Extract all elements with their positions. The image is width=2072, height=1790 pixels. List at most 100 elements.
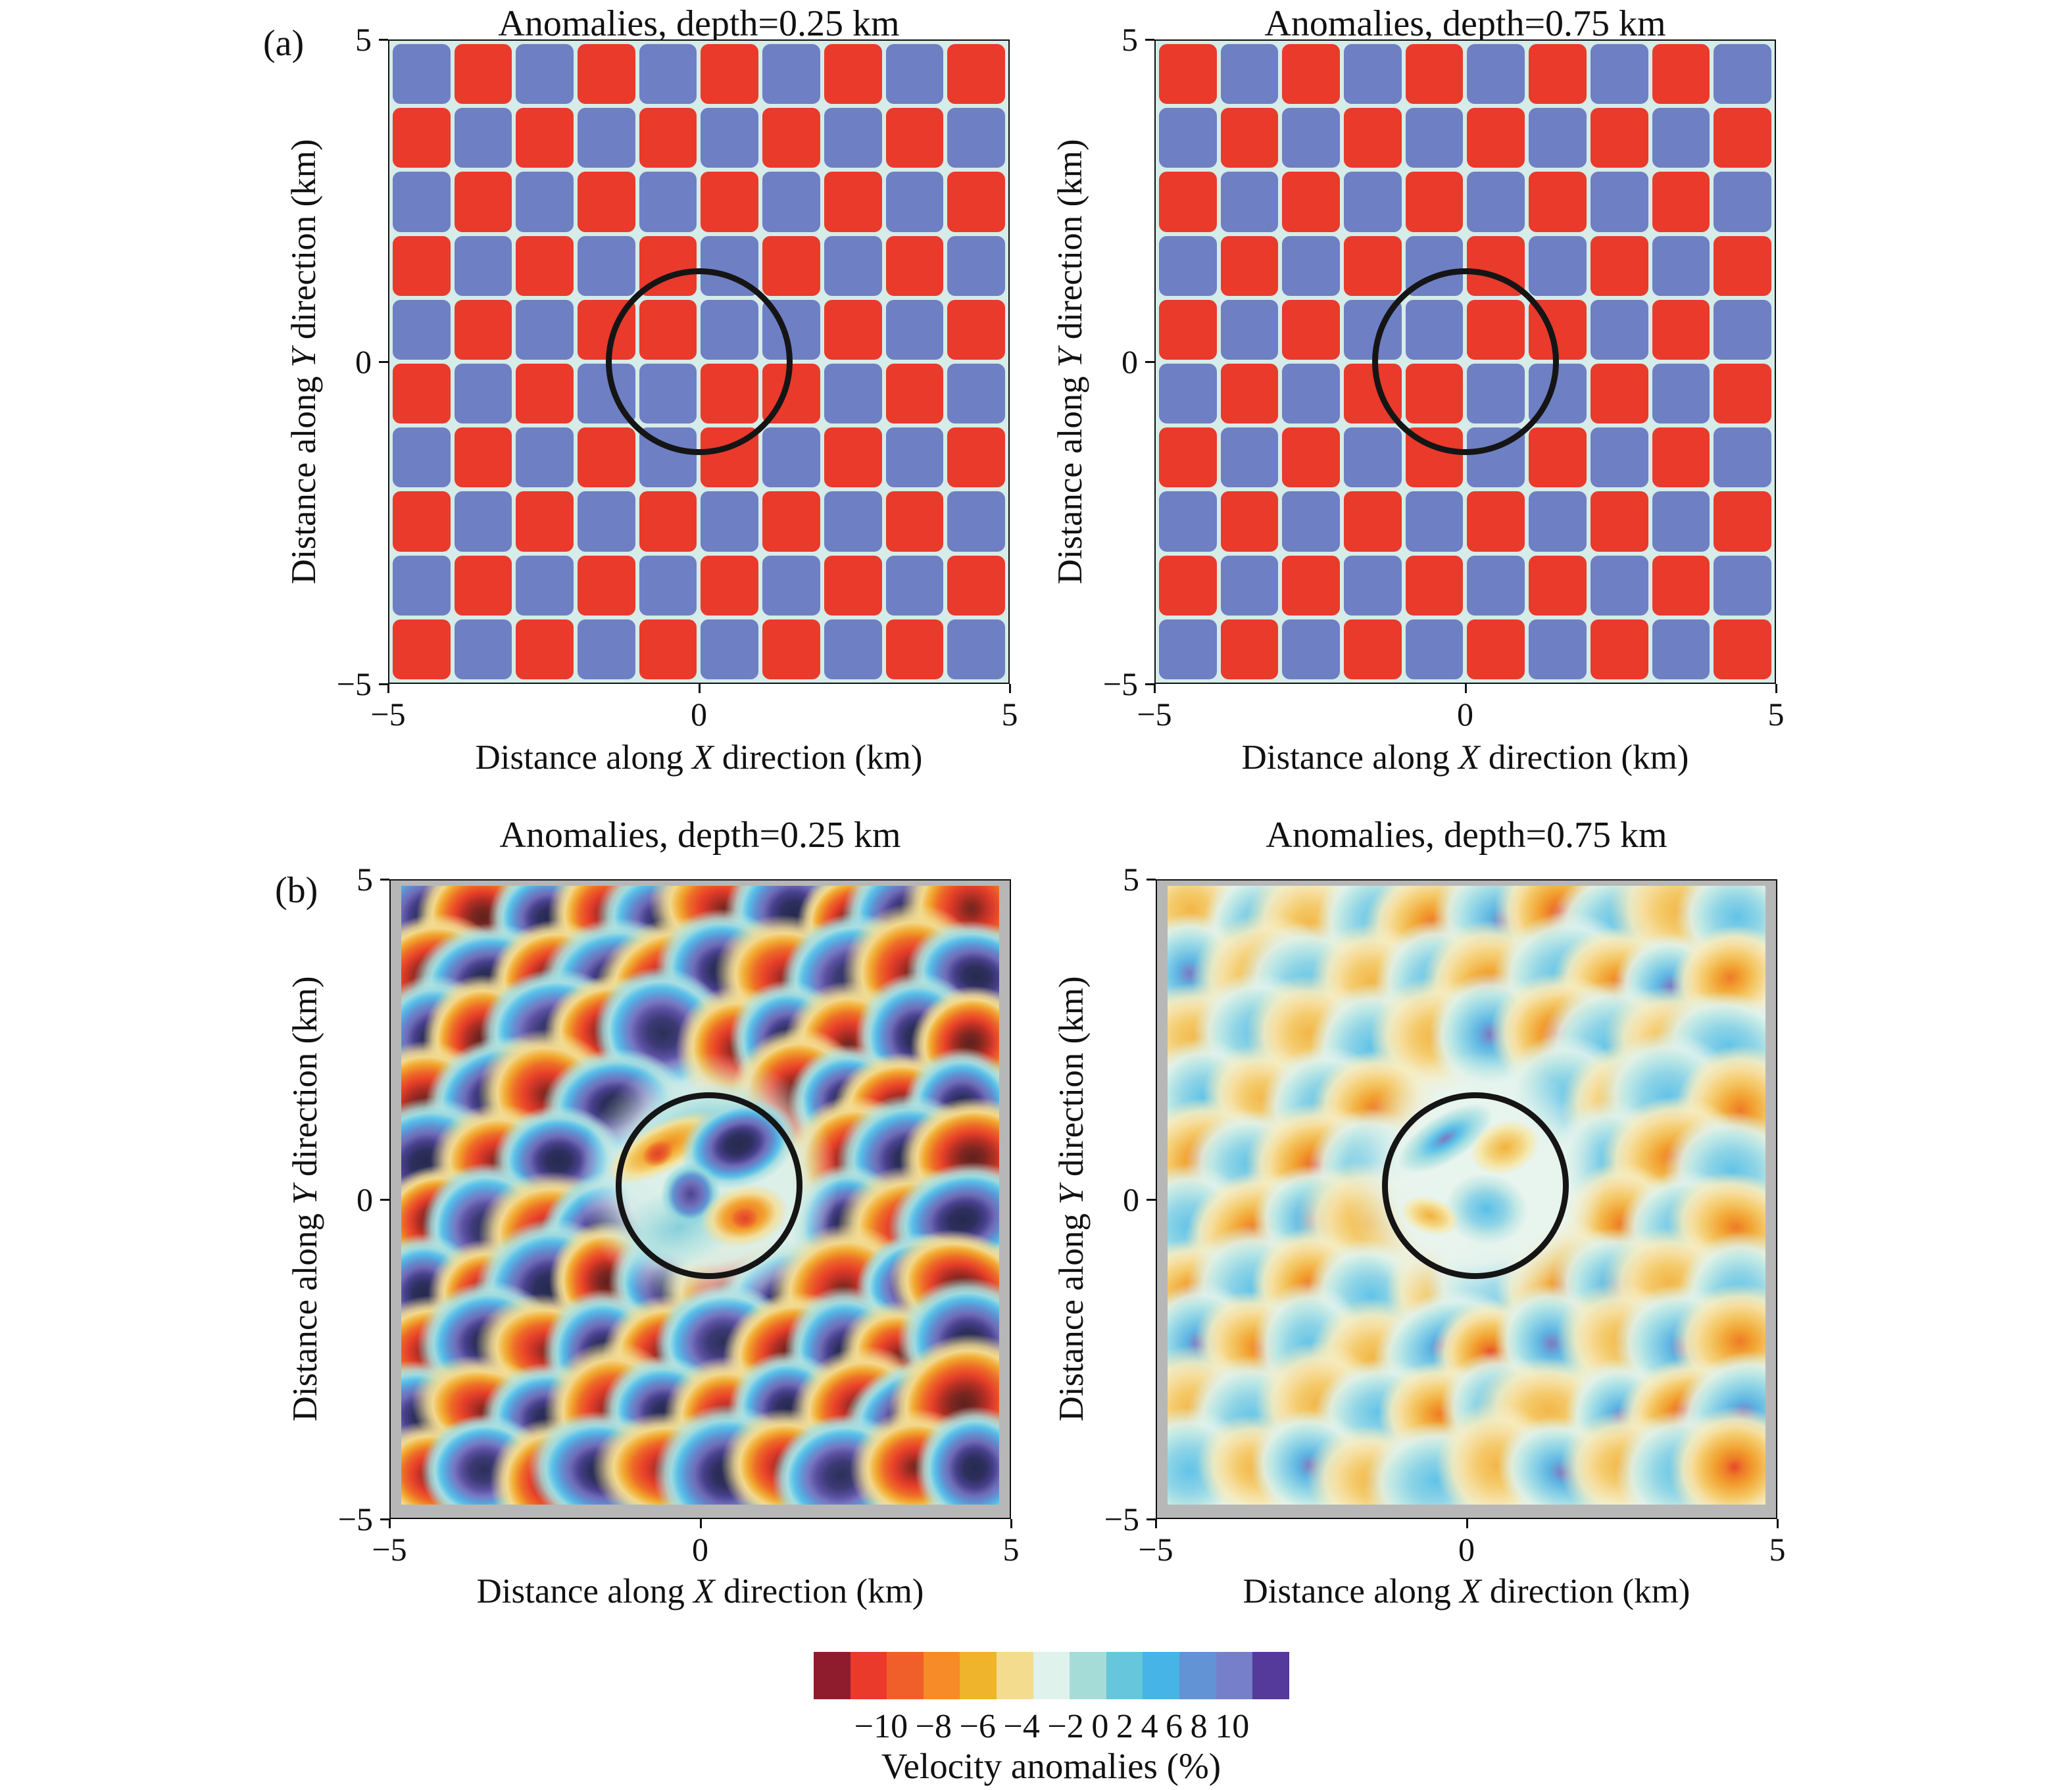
checker-cell <box>947 427 1005 488</box>
x-tick-label: 5 <box>1769 1531 1786 1568</box>
checker-cell <box>516 299 574 360</box>
checkerboard-plot-depth-0-75 <box>1154 39 1776 684</box>
y-tick-label: 0 <box>1123 1180 1139 1218</box>
checker-cell <box>393 235 451 296</box>
colorbar-axis-label: Velocity anomalies (%) <box>881 1746 1221 1786</box>
checker-cell <box>1652 44 1710 105</box>
axis-tick <box>379 683 388 685</box>
title-a-left: Anomalies, depth=0.25 km <box>498 3 900 44</box>
checker-cell <box>824 235 882 296</box>
checker-cell <box>701 619 759 679</box>
y-tick-label: 5 <box>355 21 372 58</box>
checker-cell <box>824 363 882 424</box>
checker-cell <box>1467 619 1525 679</box>
x-tick-label: −5 <box>1138 1531 1173 1568</box>
checker-cell <box>1344 44 1402 105</box>
checker-cell <box>1220 299 1279 360</box>
checker-cell <box>885 108 944 168</box>
colorbar-swatch <box>850 1652 887 1699</box>
axis-tick <box>387 684 389 693</box>
axis-tick <box>1154 684 1156 693</box>
y-tick-label: 5 <box>1123 861 1139 898</box>
checker-cell <box>1282 172 1341 232</box>
anomaly-blob <box>910 1403 999 1505</box>
checker-cell <box>947 555 1005 616</box>
checker-cell <box>1590 235 1648 296</box>
checker-cell <box>1405 44 1464 105</box>
checker-cell <box>1344 108 1402 168</box>
checker-cell <box>454 491 512 552</box>
checker-cell <box>1652 172 1710 232</box>
checker-cell <box>1220 427 1279 488</box>
checker-cell <box>1220 172 1279 232</box>
checker-cell <box>1220 108 1279 168</box>
checker-cell <box>824 44 882 105</box>
checker-cell <box>1220 555 1279 616</box>
checker-cell <box>1714 363 1771 424</box>
axis-tick <box>1466 1519 1468 1528</box>
colorbar-swatch <box>1106 1652 1143 1699</box>
y-tick-label: 0 <box>357 1180 373 1218</box>
y-tick-label: 0 <box>1122 343 1138 380</box>
checker-cell <box>1529 555 1587 616</box>
title-b-left: Anomalies, depth=0.25 km <box>499 815 901 856</box>
colorbar-swatch <box>923 1652 960 1699</box>
checker-cell <box>1344 491 1402 552</box>
checker-cell <box>824 172 882 232</box>
checker-cell <box>1590 108 1648 168</box>
axis-tick <box>1147 1518 1156 1520</box>
colorbar-tick-label: 10 <box>1215 1708 1250 1745</box>
checker-cell <box>1652 363 1710 424</box>
checker-cell <box>516 619 574 679</box>
checker-cell <box>639 108 697 168</box>
checker-cell <box>454 299 512 360</box>
colorbar-tick-label: −2 <box>1047 1708 1084 1745</box>
checker-cell <box>947 172 1005 232</box>
checker-cell <box>454 172 512 232</box>
x-axis-label: Distance along X direction (km) <box>1241 738 1689 777</box>
checker-cell <box>1344 555 1402 616</box>
checker-cell <box>1467 491 1525 552</box>
checker-cell <box>1529 235 1587 296</box>
checker-cell <box>1282 619 1341 679</box>
colorbar-tick-label: −10 <box>854 1708 908 1745</box>
x-tick-label: −5 <box>370 696 406 733</box>
checker-cell <box>947 299 1005 360</box>
checker-cell <box>885 299 944 360</box>
checker-cell <box>1159 555 1217 616</box>
checker-cell <box>824 108 882 168</box>
checker-cell <box>454 427 512 488</box>
checker-cell <box>393 491 451 552</box>
checker-cell <box>1714 108 1771 168</box>
checker-cell <box>824 299 882 360</box>
checker-cell <box>1159 619 1217 679</box>
checker-cell <box>393 44 451 105</box>
y-tick-label: −5 <box>337 1501 373 1537</box>
y-tick-label: 5 <box>1122 21 1138 58</box>
checker-cell <box>639 619 697 679</box>
axis-tick <box>1464 684 1467 693</box>
checker-cell <box>1714 172 1771 232</box>
checker-cell <box>762 108 820 168</box>
checker-cell <box>701 108 759 168</box>
checker-cell <box>762 172 820 232</box>
title-a-right: Anomalies, depth=0.75 km <box>1264 3 1666 44</box>
checker-cell <box>1220 363 1279 424</box>
colorbar-swatch <box>1143 1652 1180 1699</box>
checker-cell <box>1159 363 1217 424</box>
colorbar-swatch <box>1252 1652 1289 1699</box>
checker-cell <box>393 427 451 488</box>
checker-cell <box>1529 44 1587 105</box>
colorbar-tick-labels: −10 −8 −6 −4 −2 0 2 4 6 8 10 <box>851 1707 1253 1746</box>
colorbar-swatch <box>960 1652 997 1699</box>
colorbar-tick-label: 6 <box>1166 1708 1183 1745</box>
checker-cell <box>1405 491 1464 552</box>
checker-cell <box>762 44 820 105</box>
checker-cell <box>454 108 512 168</box>
checker-cell <box>393 108 451 168</box>
axis-tick <box>1010 1519 1012 1528</box>
checker-cell <box>1159 235 1217 296</box>
panel-b-letter: (b) <box>275 870 318 911</box>
checker-cell <box>393 619 451 679</box>
y-tick-label: 0 <box>355 343 372 380</box>
